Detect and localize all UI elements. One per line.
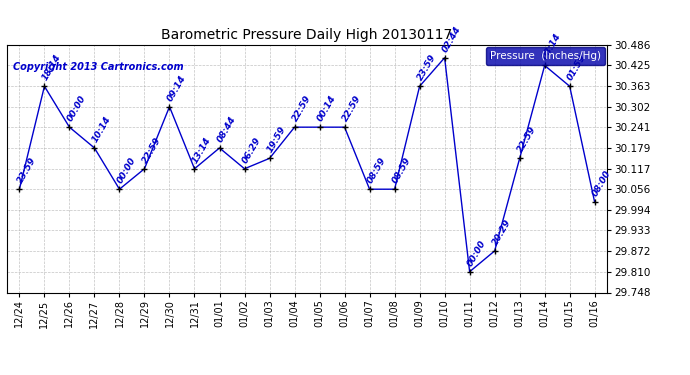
Title: Barometric Pressure Daily High 20130117: Barometric Pressure Daily High 20130117 <box>161 28 453 42</box>
Text: 23:59: 23:59 <box>416 53 438 82</box>
Text: 00:00: 00:00 <box>466 238 488 267</box>
Text: 09:14: 09:14 <box>166 73 188 102</box>
Text: 22:59: 22:59 <box>516 125 538 154</box>
Text: 00:14: 00:14 <box>316 94 338 123</box>
Text: 08:59: 08:59 <box>391 156 413 185</box>
Legend: Pressure  (Inches/Hg): Pressure (Inches/Hg) <box>486 47 605 65</box>
Text: 22:59: 22:59 <box>291 94 313 123</box>
Text: 06:29: 06:29 <box>241 135 263 165</box>
Text: 18:14: 18:14 <box>41 53 63 82</box>
Text: 13:14: 13:14 <box>191 135 213 165</box>
Text: 00:00: 00:00 <box>66 94 88 123</box>
Text: 19:59: 19:59 <box>266 125 288 154</box>
Text: 02:44: 02:44 <box>441 24 463 54</box>
Text: 08:59: 08:59 <box>366 156 388 185</box>
Text: 01:59: 01:59 <box>566 53 588 82</box>
Text: 20:29: 20:29 <box>491 217 513 247</box>
Text: 08:44: 08:44 <box>216 114 238 144</box>
Text: 08:14: 08:14 <box>541 32 563 61</box>
Text: 00:00: 00:00 <box>116 156 138 185</box>
Text: 10:14: 10:14 <box>91 114 113 144</box>
Text: 22:59: 22:59 <box>341 94 363 123</box>
Text: 22:59: 22:59 <box>141 135 163 165</box>
Text: 23:59: 23:59 <box>16 156 38 185</box>
Text: 08:00: 08:00 <box>591 169 613 198</box>
Text: Copyright 2013 Cartronics.com: Copyright 2013 Cartronics.com <box>13 62 184 72</box>
